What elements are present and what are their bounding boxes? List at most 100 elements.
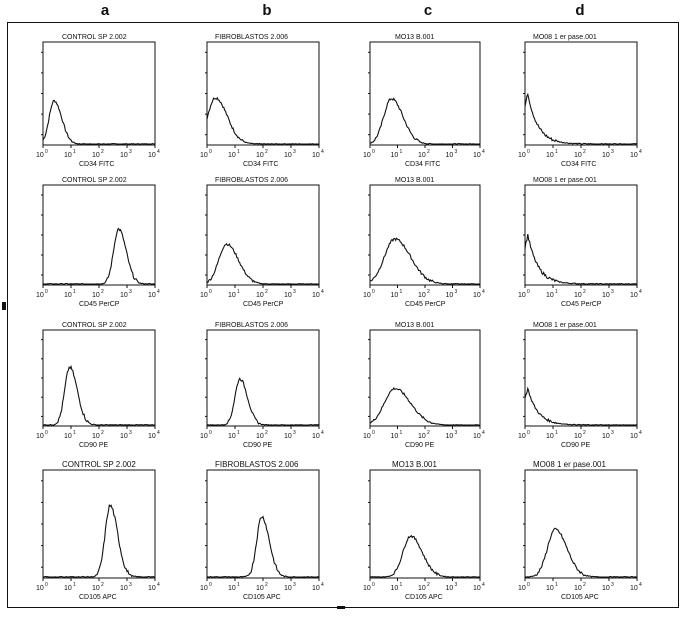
panel-1-1-histogram-line [42,99,155,145]
panel-1-1-x-tick-label: 10 [92,152,100,159]
panel-3-4-title: MO08 1 er pase.001 [533,322,597,329]
panel-1-3-x-tick-label: 10 [391,152,399,159]
panel-1-2-x-tick-label: 10 [200,152,208,159]
panel-3-1-x-tick-exponent: 4 [157,430,160,436]
panel-4-2-x-tick-exponent: 2 [265,582,268,588]
panel-1-3-x-tick-exponent: 2 [427,149,430,155]
panel-3-4-x-tick-exponent: 2 [583,430,586,436]
panel-2-1-x-tick-label: 10 [120,292,128,299]
panel-4-1-x-tick-label: 10 [120,585,128,592]
panel-3-4-x-tick-label: 10 [602,433,610,440]
panel-2-4-x-tick-label: 10 [602,292,610,299]
panel-4-2-x-tick-label: 10 [284,585,292,592]
panel-1-4-x-tick-exponent: 4 [639,149,642,155]
panel-4-1-x-tick-exponent: 3 [129,582,132,588]
panel-1-4-x-tick-exponent: 3 [611,149,614,155]
panel-4-4-x-label: CD105 APC [561,594,599,601]
panel-3-3-histogram-line [369,386,480,426]
panel-3-2-x-tick-exponent: 3 [293,430,296,436]
panel-1-1-x-tick-label: 10 [120,152,128,159]
panel-4-2-histogram-line [206,515,320,578]
panel-2-2-x-tick-exponent: 3 [293,289,296,295]
panel-3-2-x-tick-label: 10 [228,433,236,440]
panel-4-3-x-tick-label: 10 [446,585,454,592]
panel-3-1-histogram-line [43,364,155,426]
panel-4-4-x-tick-label: 10 [574,585,582,592]
panel-2-1-x-tick-exponent: 3 [129,289,132,295]
panel-2-3-x-label: CD45 PerCP [405,301,446,308]
panel-3-1-x-tick-label: 10 [92,433,100,440]
panel-4-2-x-tick-label: 10 [228,585,236,592]
panel-2-2-x-tick-exponent: 1 [237,289,240,295]
panel-4-4-x-tick-label: 10 [602,585,610,592]
panel-1-1-x-tick-exponent: 1 [73,149,76,155]
panel-2-2-x-tick-exponent: 0 [209,289,212,295]
panel-4-3-x-tick-exponent: 3 [455,582,458,588]
panel-2-4-x-tick-label: 10 [518,292,526,299]
panel-2-4-x-tick-label: 10 [630,292,638,299]
panel-4-4-x-tick-exponent: 4 [639,582,642,588]
panel-2-1-x-tick-exponent: 0 [45,289,48,295]
panel-4-1-plot-frame [42,469,156,579]
panel-1-1-x-tick-exponent: 4 [157,149,160,155]
panel-2-3-plot-frame [369,184,481,286]
panel-1-1-x-tick-label: 10 [148,152,156,159]
panel-3-1-x-tick-label: 10 [148,433,156,440]
panel-3-1-x-label: CD90 PE [79,442,109,449]
panel-1-3-x-tick-exponent: 1 [400,149,403,155]
panel-1-4-x-tick-label: 10 [546,152,554,159]
panel-1-2-histogram-line [206,96,320,145]
panel-4-4-x-tick-exponent: 0 [527,582,530,588]
panel-4-2-x-tick-label: 10 [200,585,208,592]
panel-4-1-x-tick-exponent: 1 [73,582,76,588]
column-letter-d: d [575,2,585,19]
panel-2-1-x-tick-label: 10 [148,292,156,299]
panel-4-2-title: FIBROBLASTOS 2.006 [215,460,299,469]
panel-1-3-x-tick-exponent: 3 [455,149,458,155]
panel-4-1-x-tick-exponent: 4 [157,582,160,588]
panel-1-2-x-label: CD34 FITC [243,161,278,168]
panel-4-2-plot-frame [206,469,320,579]
panel-3-2-x-tick-label: 10 [312,433,320,440]
panel-3-4-x-tick-label: 10 [574,433,582,440]
panel-3-3-x-tick-exponent: 0 [372,430,375,436]
panel-3-2-x-tick-label: 10 [284,433,292,440]
panel-1-3-x-tick-label: 10 [446,152,454,159]
panel-4-2-x-tick-label: 10 [256,585,264,592]
panel-4-4-x-tick-exponent: 2 [583,582,586,588]
panel-1-4-histogram-line [524,92,638,145]
panel-3-1-x-tick-exponent: 3 [129,430,132,436]
panel-1-4-x-tick-label: 10 [574,152,582,159]
panel-1-3-x-label: CD34 FITC [405,161,440,168]
panel-1-1-plot-frame [42,41,156,146]
panel-4-2-x-tick-label: 10 [312,585,320,592]
panel-4-4-x-tick-label: 10 [546,585,554,592]
panel-4-3-x-label: CD105 APC [405,594,443,601]
panel-4-3-x-tick-exponent: 4 [482,582,485,588]
panel-3-1-x-tick-label: 10 [64,433,72,440]
panel-3-2-title: FIBROBLASTOS 2.006 [215,322,288,329]
panel-3-3-x-tick-label: 10 [418,433,426,440]
panel-1-1-x-label: CD34 FITC [79,161,114,168]
panel-4-3-histogram-line [369,534,480,578]
panel-4-4-x-tick-exponent: 1 [555,582,558,588]
panel-3-2-plot-frame [206,329,320,427]
panel-4-3-x-tick-exponent: 2 [427,582,430,588]
panel-1-4-x-tick-exponent: 1 [555,149,558,155]
panel-3-3-title: MO13 B.001 [395,322,434,329]
panel-2-3-title: MO13 B.001 [395,177,434,184]
panel-4-1-histogram-line [43,503,155,578]
panel-4-2-x-tick-exponent: 0 [209,582,212,588]
panel-4-1-x-tick-label: 10 [92,585,100,592]
panel-2-3-x-tick-label: 10 [363,292,371,299]
panel-2-1-x-label: CD45 PerCP [79,301,120,308]
panel-2-2-x-tick-label: 10 [312,292,320,299]
panel-2-4-title: MO08 1 er pase.001 [533,177,597,184]
panel-2-1-x-tick-exponent: 4 [157,289,160,295]
panel-1-3-x-tick-label: 10 [473,152,481,159]
panel-1-4-x-label: CD34 FITC [561,161,596,168]
panel-4-3-x-tick-exponent: 0 [372,582,375,588]
panel-4-1-x-tick-exponent: 2 [101,582,104,588]
